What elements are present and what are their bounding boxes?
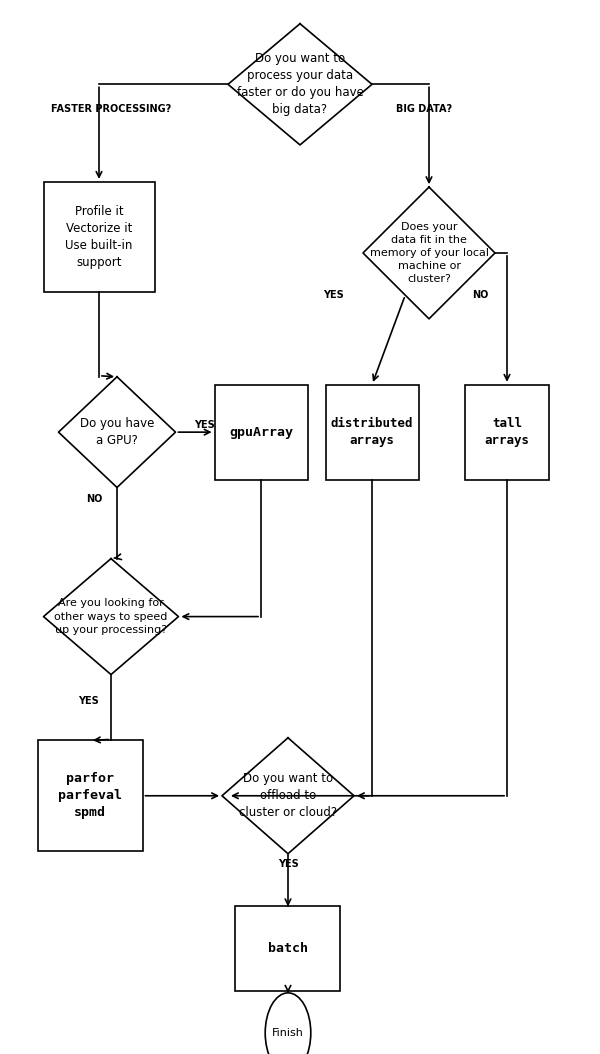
Bar: [37, 740, 143, 852]
Text: Do you want to
process your data
faster or do you have
big data?: Do you want to process your data faster …: [236, 53, 364, 116]
Text: FASTER PROCESSING?: FASTER PROCESSING?: [51, 103, 171, 114]
Text: YES: YES: [323, 290, 343, 300]
Bar: [215, 385, 308, 480]
Polygon shape: [59, 377, 176, 487]
Text: NO: NO: [472, 290, 488, 300]
Circle shape: [265, 993, 311, 1054]
Text: batch: batch: [268, 942, 308, 955]
Text: YES: YES: [79, 696, 99, 706]
Text: BIG DATA?: BIG DATA?: [396, 103, 452, 114]
Bar: [325, 385, 419, 480]
Text: YES: YES: [194, 419, 214, 430]
Text: Do you want to
offload to
cluster or cloud?: Do you want to offload to cluster or clo…: [239, 773, 337, 819]
Text: NO: NO: [86, 493, 103, 504]
Bar: [44, 181, 155, 292]
Text: tall
arrays: tall arrays: [485, 417, 530, 447]
Text: YES: YES: [278, 859, 298, 870]
Bar: [235, 906, 340, 991]
Text: gpuArray: gpuArray: [229, 426, 293, 438]
Bar: [465, 385, 549, 480]
Polygon shape: [228, 23, 372, 144]
Text: Do you have
a GPU?: Do you have a GPU?: [80, 417, 154, 447]
Text: parfor
parfeval
spmd: parfor parfeval spmd: [58, 773, 122, 819]
Text: Profile it
Vectorize it
Use built-in
support: Profile it Vectorize it Use built-in sup…: [65, 206, 133, 269]
Text: Does your
data fit in the
memory of your local
machine or
cluster?: Does your data fit in the memory of your…: [370, 221, 488, 285]
Text: distributed
arrays: distributed arrays: [331, 417, 413, 447]
Polygon shape: [363, 188, 495, 318]
Polygon shape: [44, 559, 179, 675]
Text: Are you looking for
other ways to speed
up your processing?: Are you looking for other ways to speed …: [55, 599, 167, 635]
Text: Finish: Finish: [272, 1028, 304, 1038]
Polygon shape: [222, 738, 354, 854]
